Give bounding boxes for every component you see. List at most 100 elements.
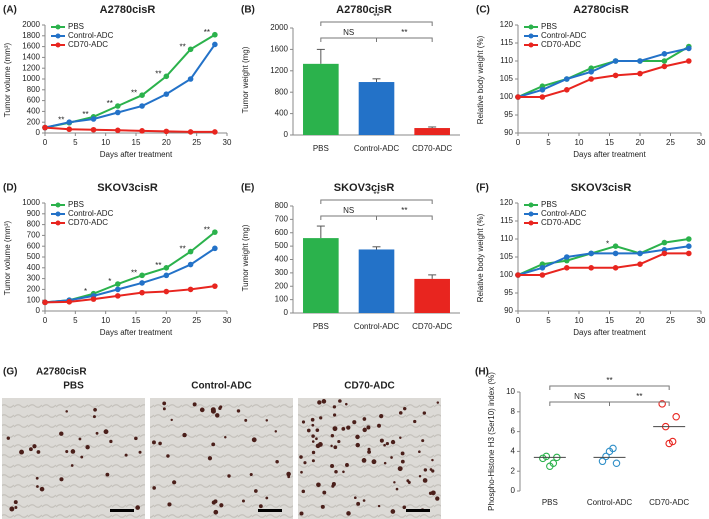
- y-tick-label: 0: [284, 308, 289, 317]
- y-tick-label: 4: [511, 447, 516, 456]
- significance-label: **: [373, 190, 379, 199]
- significance-bracket: [376, 37, 433, 42]
- stained-nucleus: [311, 423, 315, 427]
- panel-label: (F): [476, 183, 489, 194]
- y-axis-label: Relative body weight (%): [476, 35, 485, 124]
- data-point: [637, 70, 643, 77]
- legend-label: PBS: [541, 200, 557, 209]
- stained-nucleus: [399, 436, 402, 440]
- y-tick-label: 110: [500, 56, 513, 65]
- y-tick-label: 700: [275, 214, 289, 223]
- bar: [358, 82, 395, 135]
- significance-bracket: [320, 37, 377, 42]
- stained-nucleus: [275, 459, 279, 464]
- legend-label: PBS: [541, 22, 557, 31]
- y-tick-label: 700: [27, 231, 41, 240]
- data-point: [609, 444, 617, 453]
- significance-label: **: [131, 88, 137, 97]
- stained-nucleus: [162, 401, 167, 406]
- stained-nucleus: [338, 399, 342, 403]
- data-point: [661, 58, 668, 64]
- data-point: [612, 459, 621, 468]
- data-point: [42, 299, 48, 306]
- x-tick-label: 25: [666, 138, 675, 147]
- y-axis-label: Tumor weight (mg): [241, 224, 250, 291]
- series-line: [44, 43, 216, 129]
- data-point: [163, 91, 170, 97]
- x-tick-label: CD70-ADC: [649, 498, 689, 507]
- legend-label: CD70-ADC: [541, 40, 581, 49]
- stained-nucleus: [385, 442, 389, 446]
- stained-nucleus: [361, 458, 367, 463]
- data-point: [672, 412, 680, 421]
- chart-panel: (E) SKOV3cisR Tumor weight (mg) 0 100 200 300 4…: [241, 182, 460, 331]
- y-tick-label: 1400: [22, 53, 40, 62]
- y-tick-label: 100: [500, 92, 514, 101]
- stained-nucleus: [398, 411, 403, 415]
- significance-label: *: [108, 277, 111, 286]
- data-point: [539, 94, 546, 100]
- stained-nucleus: [332, 413, 337, 417]
- x-tick-label: 20: [636, 138, 645, 147]
- data-point: [187, 46, 194, 53]
- bar: [303, 63, 339, 135]
- chart-title: A2780cisR: [100, 4, 156, 16]
- stained-nucleus: [192, 402, 197, 407]
- x-tick-label: Control-ADC: [354, 144, 400, 153]
- series-line: [517, 45, 690, 98]
- significance-label: **: [107, 99, 113, 108]
- stained-nucleus: [379, 438, 384, 443]
- series-line: [518, 252, 689, 276]
- stained-nucleus: [390, 439, 396, 445]
- stained-nucleus: [241, 499, 245, 503]
- y-tick-label: 600: [27, 96, 41, 105]
- stained-nucleus: [301, 489, 306, 494]
- x-tick-label: Control-ADC: [587, 498, 633, 507]
- stained-nucleus: [345, 463, 349, 467]
- y-tick-label: 105: [500, 252, 514, 261]
- stained-nucleus: [346, 511, 351, 516]
- data-point: [686, 45, 692, 52]
- stained-nucleus: [383, 443, 386, 447]
- data-point: [163, 288, 170, 295]
- data-point: [515, 94, 521, 100]
- stained-nucleus: [422, 411, 427, 415]
- data-point: [139, 128, 145, 134]
- data-point: [686, 236, 692, 242]
- stained-nucleus: [362, 427, 367, 433]
- stained-nucleus: [59, 431, 64, 436]
- stained-nucleus: [355, 434, 360, 440]
- legend-marker: [55, 42, 61, 48]
- data-point: [564, 265, 570, 271]
- data-point: [539, 265, 546, 271]
- x-tick-label: 30: [697, 316, 706, 325]
- x-tick-label: 5: [546, 316, 551, 325]
- image-label: Control-ADC: [191, 381, 252, 392]
- significance-label: NS: [574, 392, 585, 401]
- y-tick-label: 1200: [270, 66, 288, 75]
- series-line: [44, 247, 216, 304]
- scale-bar: [406, 509, 430, 512]
- stained-nucleus: [14, 506, 18, 510]
- data-point: [163, 272, 170, 279]
- data-point: [668, 437, 677, 446]
- stained-nucleus: [315, 428, 320, 432]
- data-point: [686, 243, 692, 249]
- legend-marker: [528, 42, 534, 48]
- x-tick-label: 5: [546, 138, 551, 147]
- stained-nucleus: [299, 511, 304, 516]
- stained-nucleus: [383, 461, 387, 465]
- stained-nucleus: [70, 464, 74, 467]
- data-point: [637, 58, 643, 64]
- data-point: [66, 119, 73, 125]
- y-tick-label: 1200: [22, 63, 40, 72]
- significance-bracket: [376, 215, 433, 220]
- panel-label: (E): [241, 183, 254, 194]
- stained-nucleus: [418, 475, 422, 478]
- stained-nucleus: [138, 450, 142, 454]
- y-tick-label: 0: [284, 130, 289, 139]
- legend-marker: [528, 33, 534, 39]
- data-point: [542, 452, 551, 461]
- stained-nucleus: [367, 450, 371, 454]
- chart-title: SKOV3cisR: [571, 182, 632, 194]
